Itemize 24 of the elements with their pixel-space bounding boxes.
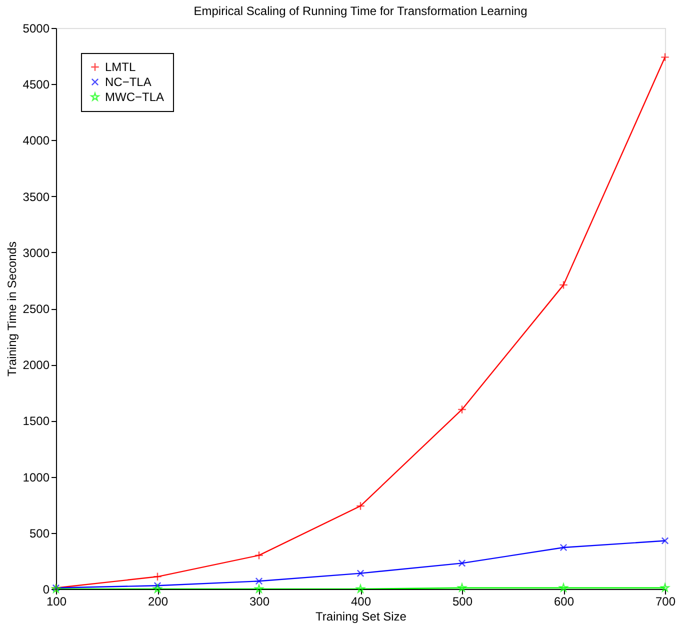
y-tick-label: 2500 [22, 302, 50, 316]
y-tick-label: 1000 [22, 470, 50, 484]
legend-label: LMTL [105, 60, 136, 74]
y-tick-label: 0 [42, 582, 50, 596]
x-tick-label: 700 [655, 594, 676, 608]
y-tick-label: 3000 [22, 246, 50, 260]
y-tick-label: 5000 [22, 22, 50, 36]
y-tick-label: 3500 [22, 190, 50, 204]
y-tick-label: 500 [29, 526, 50, 540]
y-tick-label: 1500 [22, 414, 50, 428]
x-tick-label: 100 [46, 594, 67, 608]
y-tick-label: 4000 [22, 134, 50, 148]
x-tick-label: 400 [350, 594, 372, 608]
x-tick-label: 600 [554, 594, 574, 608]
x-axis-title: Training Set Size [316, 610, 407, 624]
x-tick-label: 300 [249, 594, 270, 608]
x-tick-label: 200 [148, 594, 168, 608]
y-axis-title: Training Time in Seconds [4, 242, 19, 376]
chart-title: Empirical Scaling of Running Time for Transformation Learning [194, 4, 528, 18]
legend-label: MWC−TLA [105, 90, 164, 104]
legend-label: NC−TLA [105, 75, 152, 89]
x-tick-label: 500 [452, 594, 473, 608]
y-tick-label: 4500 [22, 78, 50, 92]
y-tick-label: 2000 [22, 358, 50, 372]
